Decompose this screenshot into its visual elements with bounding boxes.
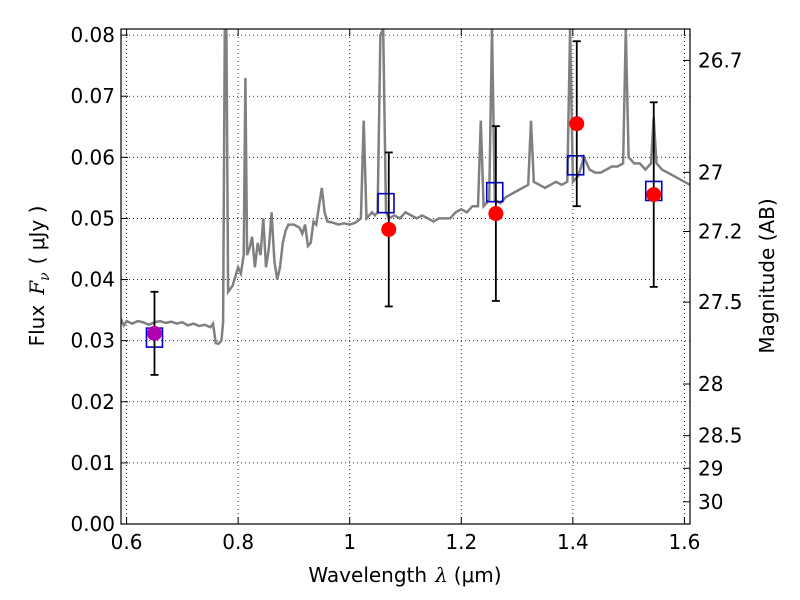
y2-tick-label: 27.2 <box>698 220 743 244</box>
spectrum-chart: 0.6 0.8 1 1.2 1.4 1.6 0.000.010.020.030.040.0… <box>0 0 800 600</box>
observed-point <box>488 206 503 221</box>
y2-axis-ticks: 26.7 27 27.2 27.5 28 28.5 29 30 <box>683 48 743 513</box>
observed-point <box>569 116 584 131</box>
y-tick-label: 0.06 <box>70 145 115 169</box>
y-tick-label: 0.08 <box>70 23 115 47</box>
y-tick-label: 0.05 <box>70 206 115 230</box>
x-tick-label: 0.8 <box>222 530 254 554</box>
model-spectrum <box>121 29 690 344</box>
x-tick-label: 1 <box>343 530 356 554</box>
y2-tick-label: 28 <box>698 372 723 396</box>
y2-tick-label: 26.7 <box>698 48 743 72</box>
y-tick-label: 0.02 <box>70 390 115 414</box>
y-axis-ticks: 0.00 0.01 0.02 0.03 0.04 0.05 0.06 0.07 0.08 <box>70 23 128 536</box>
observed-point <box>147 326 162 341</box>
y2-tick-label: 29 <box>698 456 723 480</box>
x-tick-label: 1.2 <box>445 530 477 554</box>
y-tick-label: 0.00 <box>70 512 115 536</box>
observed-point <box>646 187 661 202</box>
x-axis-label: Wavelength λ (μm) <box>308 563 501 587</box>
grid <box>121 29 690 524</box>
x-tick-label: 1.6 <box>669 530 701 554</box>
y-tick-label: 0.03 <box>70 329 115 353</box>
y-tick-label: 0.07 <box>70 84 115 108</box>
y2-tick-label: 30 <box>698 490 723 514</box>
x-tick-label: 1.4 <box>557 530 589 554</box>
y-tick-label: 0.01 <box>70 451 115 475</box>
y2-tick-label: 28.5 <box>698 424 743 448</box>
model-spectrum-line <box>121 29 690 344</box>
y2-tick-label: 27 <box>698 160 723 184</box>
x-tick-label: 0.6 <box>111 530 143 554</box>
y-tick-label: 0.04 <box>70 268 115 292</box>
observed-point <box>381 222 396 237</box>
plot-frame <box>121 29 690 524</box>
y2-tick-label: 27.5 <box>698 290 743 314</box>
y-axis-label: FluxFν( μJy ) <box>25 206 53 347</box>
y2-axis-label: Magnitude (AB) <box>755 198 779 353</box>
x-axis-ticks: 0.6 0.8 1 1.2 1.4 1.6 <box>111 29 701 554</box>
